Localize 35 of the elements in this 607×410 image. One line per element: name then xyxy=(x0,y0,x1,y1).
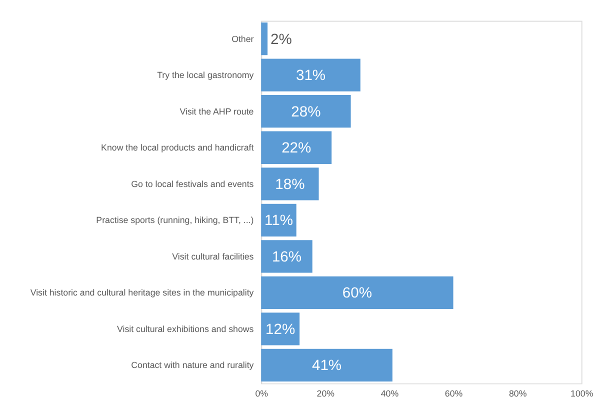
bar xyxy=(261,58,360,92)
bar xyxy=(261,312,300,346)
bar xyxy=(261,240,312,273)
bar xyxy=(261,95,351,128)
data-label: 31% xyxy=(296,68,326,84)
data-label: 16% xyxy=(272,249,302,266)
x-tick-label: 20% xyxy=(316,388,335,399)
x-tick-label: 100% xyxy=(570,388,594,399)
y-tick-label: Know the local products and handicraft xyxy=(101,142,254,153)
y-tick-label: Practise sports (running, hiking, BTT, ...) xyxy=(96,215,254,226)
bar xyxy=(261,131,332,164)
x-tick-label: 40% xyxy=(380,388,399,399)
data-label: 28% xyxy=(291,104,321,120)
data-label: 12% xyxy=(266,322,296,338)
data-label: 41% xyxy=(312,358,342,374)
bar xyxy=(261,276,454,309)
bar xyxy=(261,168,319,200)
y-tick-label: Other xyxy=(232,34,254,44)
y-tick-label: Visit the AHP route xyxy=(180,106,254,116)
bar xyxy=(261,22,268,56)
y-tick-label: Visit cultural exhibitions and shows xyxy=(116,324,254,334)
data-label: 60% xyxy=(342,286,372,302)
data-label: 18% xyxy=(275,176,305,193)
data-label: 11% xyxy=(264,213,293,230)
y-tick-label: Visit historic and cultural heritage sites in the municipality xyxy=(30,288,254,298)
data-label: 22% xyxy=(282,140,312,157)
x-tick-label: 0% xyxy=(255,388,268,399)
y-tick-label: Visit cultural facilities xyxy=(172,251,254,262)
y-tick-label: Go to local festivals and events xyxy=(131,178,254,189)
data-label: 2% xyxy=(270,32,292,48)
y-tick-label: Try the local gastronomy xyxy=(157,70,254,80)
y-tick-label: Contact with nature and rurality xyxy=(131,360,254,370)
x-tick-label: 80% xyxy=(508,388,527,399)
x-tick-label: 60% xyxy=(444,388,463,399)
bar xyxy=(261,348,392,382)
